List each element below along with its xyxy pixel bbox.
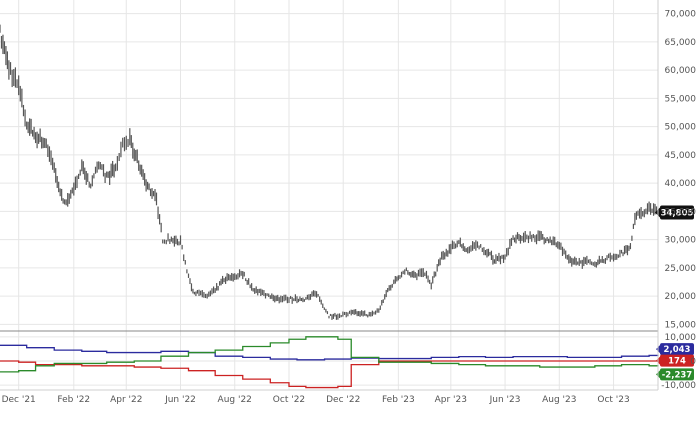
- x-tick-label: Feb '22: [57, 395, 90, 405]
- axes: Dec '21 Feb '22 Apr '22 Jun '22 Aug '22 Oct '…: [0, 0, 696, 405]
- x-tick-label: Aug '23: [542, 395, 576, 405]
- indicator-series-line: [0, 344, 659, 361]
- indicator-value-label: 174: [668, 357, 686, 367]
- x-tick-label: Feb '23: [382, 395, 415, 405]
- indicator-y-tick-label: -10,000: [661, 381, 696, 391]
- indicator-value-badge: [660, 354, 694, 367]
- last-value-badge: [660, 205, 694, 220]
- x-tick-label: Oct '23: [597, 395, 629, 405]
- y-tick-label: 45,000: [665, 151, 697, 161]
- x-tick-label: Apr '23: [435, 395, 467, 405]
- y-tick-label: 35,000: [665, 207, 697, 217]
- x-tick-label: Jun '22: [164, 395, 196, 405]
- grid: [0, 0, 658, 390]
- y-tick-label: 20,000: [665, 292, 697, 302]
- y-tick-label: 15,000: [665, 320, 697, 330]
- indicator-y-tick-label: 0: [690, 357, 696, 367]
- indicator-value-badge: [660, 343, 694, 356]
- x-tick-label: Apr '22: [110, 395, 142, 405]
- y-tick-label: 50,000: [665, 123, 697, 133]
- price-panel: 34,805: [0, 24, 694, 320]
- y-tick-label: 40,000: [665, 179, 697, 189]
- y-tick-label: 25,000: [665, 264, 697, 274]
- indicator-value-badge: [660, 368, 694, 381]
- indicator-series-line: [0, 336, 659, 373]
- x-tick-label: Dec '21: [2, 395, 36, 405]
- y-tick-label: 65,000: [665, 38, 697, 48]
- x-tick-label: Aug '22: [218, 395, 252, 405]
- x-tick-label: Oct '22: [273, 395, 305, 405]
- y-tick-label: 60,000: [665, 66, 697, 76]
- indicator-value-label: 2,043: [664, 345, 691, 355]
- y-tick-label: 55,000: [665, 94, 697, 104]
- indicator-panel: 2,043 174 -2,237: [0, 336, 694, 389]
- last-value-label: 34,805: [661, 208, 694, 218]
- y-tick-label: 30,000: [665, 236, 697, 246]
- indicator-value-label: -2,237: [662, 370, 692, 380]
- y-tick-label: 70,000: [665, 10, 697, 20]
- x-tick-label: Dec '22: [326, 395, 360, 405]
- indicator-series-line: [0, 360, 659, 389]
- indicator-y-tick-label: 10,000: [665, 333, 697, 343]
- x-tick-label: Jun '23: [489, 395, 521, 405]
